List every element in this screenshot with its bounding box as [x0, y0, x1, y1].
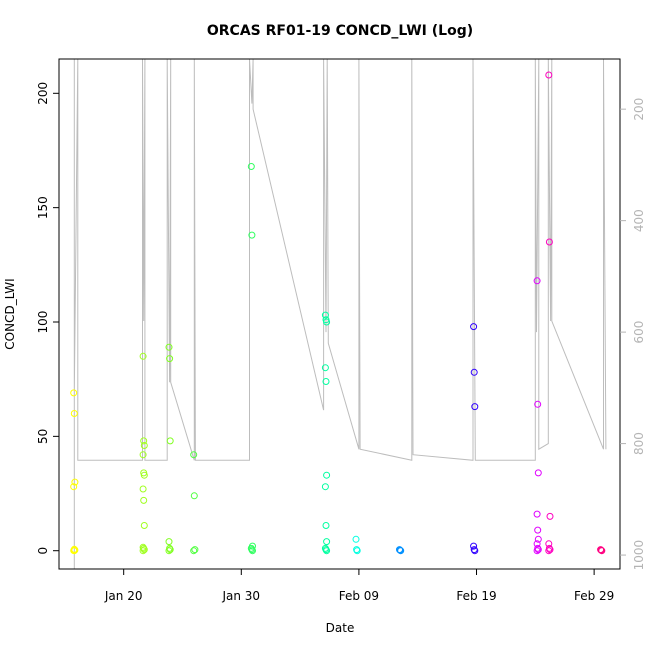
data-point [471, 403, 479, 411]
data-point [545, 547, 553, 555]
data-point [533, 547, 541, 555]
data-point [190, 451, 198, 459]
data-point [353, 547, 361, 555]
data-point [321, 483, 329, 491]
data-point [140, 437, 148, 445]
x-tick-label: Feb 29 [574, 589, 614, 603]
data-point [597, 546, 605, 554]
data-point [247, 163, 255, 170]
y-tick-label: 0 [36, 547, 50, 555]
data-point [321, 311, 329, 319]
data-point [397, 547, 405, 555]
data-point [190, 547, 198, 555]
data-point [546, 512, 554, 520]
altitude-trace-layer [73, 58, 607, 569]
y-axis: 0 50 100 150 200 [36, 82, 59, 555]
data-point [166, 437, 174, 445]
y-tick-label: 200 [36, 82, 50, 105]
data-point [71, 478, 79, 486]
data-point [70, 389, 78, 397]
data-point [534, 535, 542, 543]
data-point [70, 483, 78, 491]
data-point [70, 547, 78, 555]
altitude-line [73, 58, 607, 569]
data-point [323, 538, 331, 546]
data-point [323, 318, 331, 326]
y-right-tick-label: 200 [632, 98, 646, 121]
points-layer [70, 71, 606, 555]
x-axis: Jan 20 Jan 30 Feb 09 Feb 19 Feb 29 [104, 569, 614, 603]
x-tick-label: Feb 09 [339, 589, 379, 603]
data-point [534, 526, 542, 534]
data-point [166, 546, 174, 554]
data-point [140, 522, 148, 529]
data-point [534, 546, 542, 554]
data-point [139, 547, 147, 555]
data-point [352, 535, 360, 543]
data-point [471, 547, 479, 555]
plot-frame [58, 58, 621, 570]
data-point [321, 364, 329, 372]
x-tick-label: Feb 19 [456, 589, 496, 603]
data-point [396, 546, 403, 554]
data-point [165, 547, 173, 555]
data-point [249, 547, 256, 555]
data-point [323, 547, 331, 555]
data-point [140, 442, 148, 449]
y-tick-label: 50 [36, 429, 50, 444]
data-point [322, 522, 330, 529]
data-point [191, 546, 199, 554]
data-point [70, 410, 78, 417]
y-right-tick-label: 400 [632, 209, 646, 232]
data-point [140, 546, 148, 554]
y-tick-label: 150 [36, 196, 50, 219]
data-point [470, 368, 478, 376]
y-axis-right: 200 400 600 800 1000 [620, 98, 646, 571]
data-point [323, 471, 331, 479]
data-point [470, 323, 478, 331]
data-point [165, 538, 173, 546]
y-right-tick-label: 1000 [632, 540, 646, 571]
y-right-tick-label: 600 [632, 321, 646, 344]
y-right-tick-label: 800 [632, 432, 646, 455]
x-tick-label: Jan 20 [104, 589, 143, 603]
x-axis-label: Date [326, 621, 355, 635]
data-point [470, 542, 478, 550]
y-axis-label: CONCD_LWI [3, 278, 17, 349]
data-point [534, 400, 542, 408]
data-point [140, 471, 148, 479]
data-point [165, 343, 173, 351]
data-point [140, 496, 148, 504]
data-point [139, 485, 147, 493]
data-point [545, 238, 553, 246]
data-point [533, 277, 541, 285]
data-point [546, 546, 554, 554]
data-point [139, 352, 147, 360]
data-point [534, 469, 542, 477]
data-point [598, 547, 606, 555]
data-point [533, 510, 541, 518]
y-tick-label: 100 [36, 311, 50, 334]
data-point [322, 378, 330, 385]
data-point [190, 492, 198, 500]
x-tick-label: Jan 30 [221, 589, 260, 603]
data-point [545, 71, 553, 79]
data-point [166, 355, 174, 363]
data-point [139, 451, 147, 459]
chart-title: ORCAS RF01-19 CONCD_LWI (Log) [207, 23, 473, 39]
data-point [248, 231, 256, 239]
